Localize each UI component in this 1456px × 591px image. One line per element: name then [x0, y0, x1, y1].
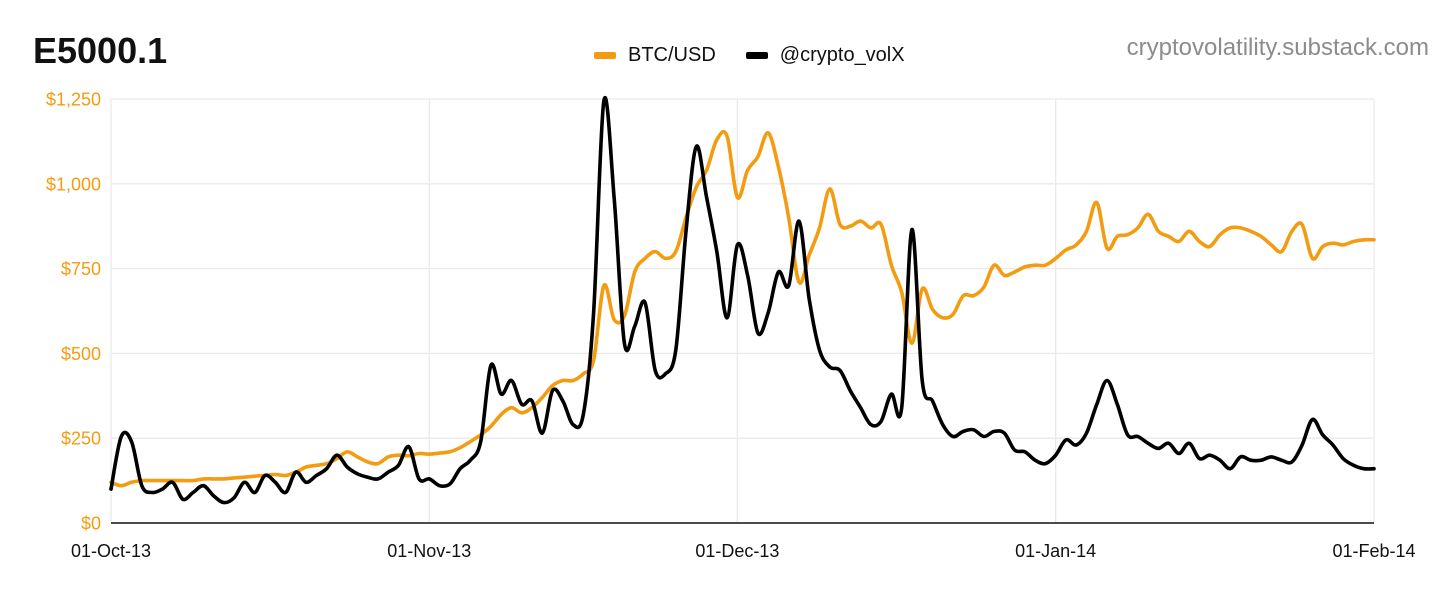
legend: BTC/USD @crypto_volX — [594, 44, 935, 67]
y-tick-label: $250 — [61, 429, 101, 449]
y-tick-label: $1,000 — [46, 174, 101, 194]
legend-item-vol: @crypto_volX — [745, 44, 905, 67]
series-line-btc-usd — [109, 129, 1376, 488]
y-tick-label: $500 — [61, 344, 101, 364]
x-tick-label: 01-Dec-13 — [695, 541, 779, 561]
legend-label-btc: BTC/USD — [628, 44, 716, 66]
legend-label-vol: @crypto_volX — [779, 44, 905, 66]
x-tick-label: 01-Nov-13 — [387, 541, 471, 561]
y-tick-label: $750 — [61, 259, 101, 279]
grid-lines — [110, 98, 1375, 523]
x-tick-label: 01-Jan-14 — [1015, 541, 1096, 561]
legend-item-btc: BTC/USD — [594, 44, 716, 67]
series-line-crypto-volx — [109, 95, 1376, 505]
source-attribution: cryptovolatility.substack.com — [1126, 34, 1429, 61]
y-axis-ticks: $0 $250 $500 $750 $1,000 $1,250 — [46, 90, 101, 534]
x-tick-label: 01-Feb-14 — [1332, 541, 1415, 561]
series-lines — [109, 95, 1376, 505]
x-tick-label: 01-Oct-13 — [71, 541, 151, 561]
legend-swatch-vol — [745, 52, 768, 59]
y-tick-label: $0 — [81, 514, 101, 534]
x-axis-ticks: 01-Oct-13 01-Nov-13 01-Dec-13 01-Jan-14 01-F… — [71, 541, 1416, 561]
chart-title: E5000.1 — [33, 30, 168, 71]
legend-swatch-btc — [594, 52, 616, 59]
y-tick-label: $1,250 — [46, 90, 101, 110]
